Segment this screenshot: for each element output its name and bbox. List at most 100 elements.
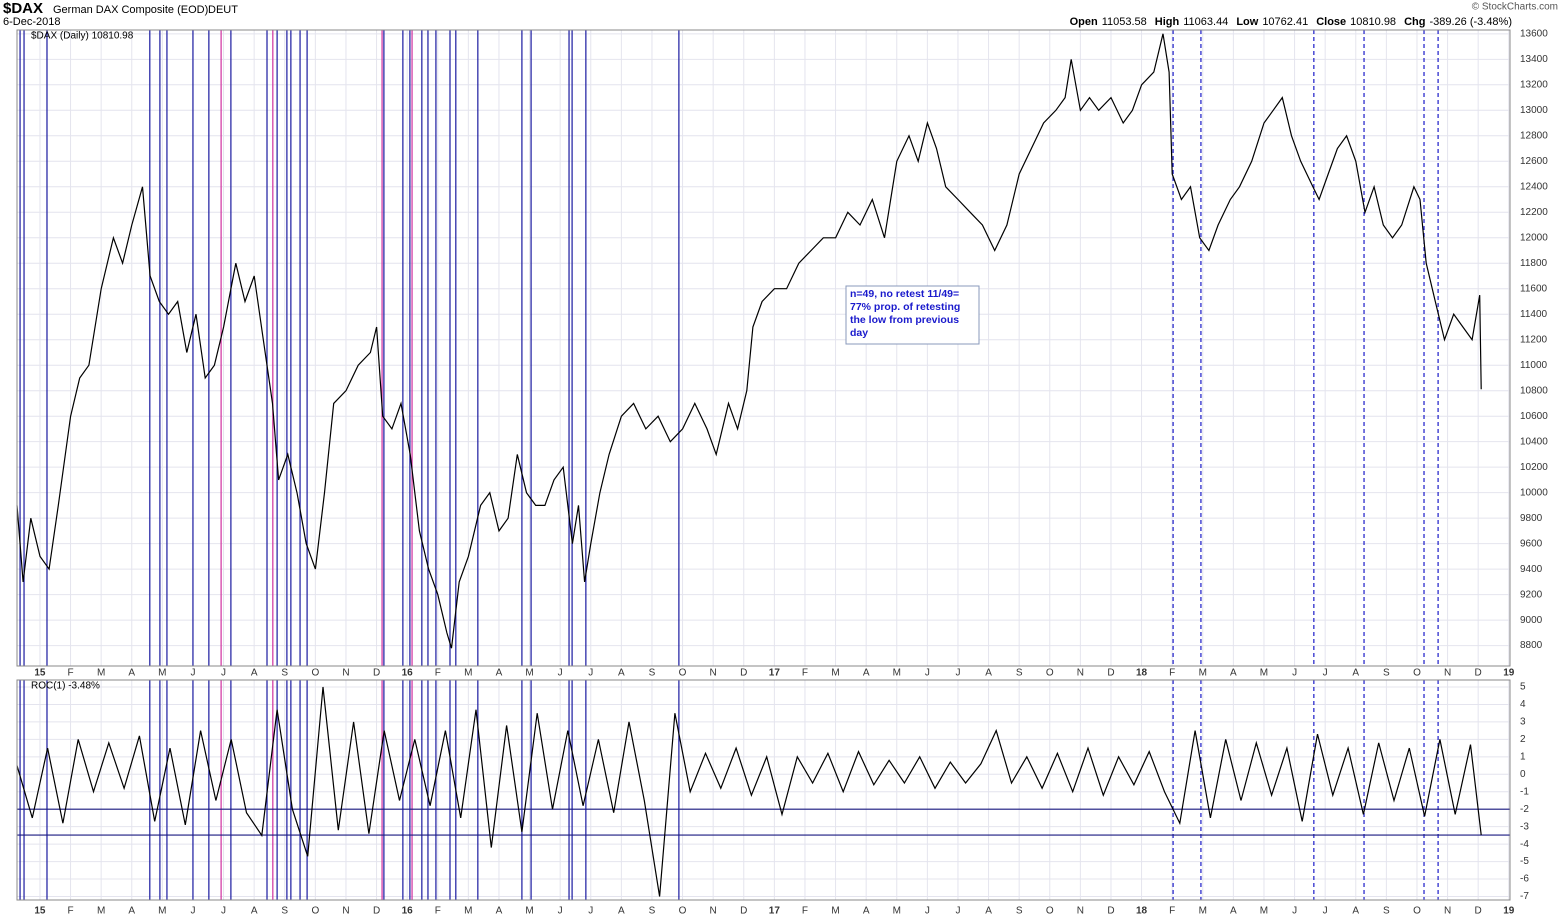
x-tick-label: D (373, 668, 380, 679)
quote-value: 11063.44 (1183, 16, 1228, 28)
y-tick-label: -4 (1520, 839, 1529, 850)
x-tick-label: M (1260, 906, 1268, 917)
y-tick-label: 12200 (1520, 207, 1548, 218)
x-tick-label: M (97, 668, 105, 679)
y-tick-label: 10800 (1520, 385, 1548, 396)
x-tick-label: 15 (34, 668, 46, 679)
x-tick-label: A (251, 668, 258, 679)
y-tick-label: 10400 (1520, 436, 1548, 447)
x-tick-label: S (1016, 668, 1023, 679)
y-tick-label: 3 (1520, 717, 1526, 728)
x-tick-label: F (802, 668, 808, 679)
x-tick-label: A (251, 906, 258, 917)
x-tick-label: F (1169, 668, 1175, 679)
quote-label: High (1155, 16, 1180, 28)
x-tick-label: 16 (402, 668, 414, 679)
y-tick-label: 10000 (1520, 487, 1548, 498)
y-tick-label: 12400 (1520, 181, 1548, 192)
x-tick-label: N (1077, 668, 1084, 679)
x-tick-label: M (831, 668, 839, 679)
y-tick-label: -3 (1520, 821, 1529, 832)
x-tick-label: N (1444, 668, 1451, 679)
x-tick-label: O (311, 906, 319, 917)
price-line (16, 686, 1482, 897)
x-tick-label: 16 (402, 906, 414, 917)
x-tick-label: 17 (769, 906, 781, 917)
x-tick-label: N (710, 906, 717, 917)
x-tick-label: A (1352, 668, 1359, 679)
y-tick-label: -6 (1520, 874, 1529, 885)
x-tick-label: M (1260, 668, 1268, 679)
x-tick-label: A (496, 906, 503, 917)
x-tick-label: M (97, 906, 105, 917)
y-tick-label: 9400 (1520, 564, 1543, 575)
x-tick-label: J (955, 906, 960, 917)
x-tick-label: A (863, 668, 870, 679)
y-tick-label: 12800 (1520, 130, 1548, 141)
x-tick-label: J (558, 906, 563, 917)
x-tick-label: F (67, 906, 73, 917)
y-tick-label: 13000 (1520, 105, 1548, 116)
x-tick-label: N (1444, 906, 1451, 917)
x-tick-label: O (311, 668, 319, 679)
y-tick-label: 13600 (1520, 28, 1548, 39)
x-tick-label: J (1292, 668, 1297, 679)
y-tick-label: 13400 (1520, 54, 1548, 65)
x-tick-label: D (1475, 906, 1482, 917)
x-tick-label: F (67, 668, 73, 679)
y-tick-label: 11200 (1520, 334, 1548, 345)
x-tick-label: M (1199, 906, 1207, 917)
y-tick-label: -5 (1520, 856, 1529, 867)
quote-label: Close (1316, 16, 1346, 28)
x-tick-label: J (925, 906, 930, 917)
x-tick-label: D (1107, 906, 1114, 917)
x-tick-label: O (1413, 668, 1421, 679)
x-tick-label: O (1046, 668, 1054, 679)
y-tick-label: 11600 (1520, 283, 1548, 294)
symbol: $DAX (3, 0, 43, 17)
x-tick-label: 18 (1136, 906, 1148, 917)
x-tick-label: N (1077, 906, 1084, 917)
x-tick-label: M (525, 906, 533, 917)
x-tick-label: N (342, 668, 349, 679)
annotation-text: n=49, no retest 11/49= (850, 288, 959, 300)
x-tick-label: M (1199, 668, 1207, 679)
x-tick-label: A (618, 668, 625, 679)
panel-border (16, 29, 1511, 667)
y-tick-label: 9000 (1520, 615, 1543, 626)
y-tick-label: 9600 (1520, 538, 1543, 549)
y-tick-label: 10600 (1520, 411, 1548, 422)
x-tick-label: D (1107, 668, 1114, 679)
x-tick-label: A (618, 906, 625, 917)
annotation-text: 77% prop. of retesting (850, 301, 960, 313)
exchange: DEUT (208, 4, 238, 16)
x-tick-label: J (1323, 668, 1328, 679)
x-tick-label: S (1383, 668, 1390, 679)
x-tick-label: D (740, 668, 747, 679)
x-tick-label: A (496, 668, 503, 679)
x-tick-label: 17 (769, 668, 781, 679)
x-tick-label: M (158, 906, 166, 917)
y-tick-label: 8800 (1520, 640, 1543, 651)
x-tick-label: J (1292, 906, 1297, 917)
x-tick-label: D (1475, 668, 1482, 679)
y-tick-label: -1 (1520, 786, 1529, 797)
quote-value: 11053.58 (1102, 16, 1147, 28)
x-tick-label: J (221, 906, 226, 917)
y-tick-label: 11000 (1520, 360, 1548, 371)
x-tick-label: F (435, 906, 441, 917)
x-tick-label: S (1016, 906, 1023, 917)
y-tick-label: 1 (1520, 751, 1526, 762)
x-tick-label: M (158, 668, 166, 679)
x-tick-label: D (740, 906, 747, 917)
legend-entry: $DAX (Daily) 10810.98 (31, 31, 134, 42)
x-tick-label: S (649, 906, 656, 917)
x-tick-label: J (925, 668, 930, 679)
quote-value: 10810.98 (1350, 16, 1396, 28)
x-tick-label: M (893, 906, 901, 917)
quote-value: 10762.41 (1262, 16, 1308, 28)
y-tick-label: 12600 (1520, 156, 1548, 167)
